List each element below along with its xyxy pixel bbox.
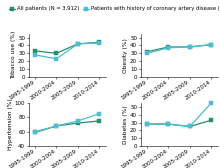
Y-axis label: Obesity (%): Obesity (%)	[123, 38, 128, 73]
Y-axis label: Tobacco use (%): Tobacco use (%)	[11, 31, 16, 79]
Y-axis label: Hypertension (%): Hypertension (%)	[7, 99, 13, 150]
Legend: All patients (N = 3,912), Patients with history of coronary artery disease (n = : All patients (N = 3,912), Patients with …	[7, 4, 220, 14]
Y-axis label: Diabetes (%): Diabetes (%)	[123, 105, 128, 144]
